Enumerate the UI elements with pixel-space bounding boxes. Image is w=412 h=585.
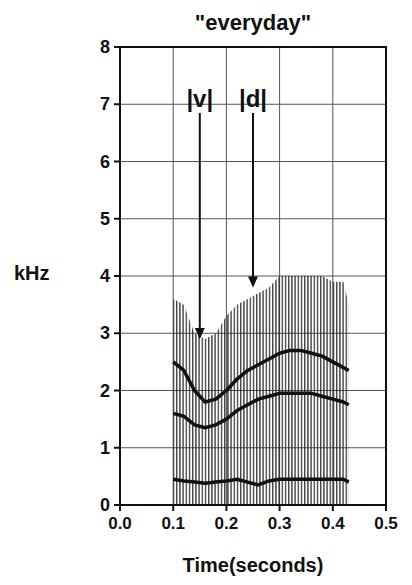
y-tick-label: 4 bbox=[100, 266, 110, 286]
y-tick bbox=[114, 504, 120, 506]
x-tick bbox=[225, 505, 227, 511]
annotation: |v| bbox=[186, 85, 213, 112]
y-tick bbox=[114, 275, 120, 277]
arrow-head bbox=[248, 276, 258, 287]
x-tick-label: 0.2 bbox=[215, 514, 239, 533]
x-tick bbox=[279, 505, 281, 511]
formant-line bbox=[173, 393, 349, 427]
y-tick-label: 6 bbox=[100, 152, 110, 172]
x-tick-label: 0.0 bbox=[108, 514, 132, 533]
annotation-arrow bbox=[252, 113, 254, 285]
x-tick bbox=[172, 505, 174, 511]
y-axis-title: kHz bbox=[14, 262, 50, 284]
x-tick bbox=[332, 505, 334, 511]
y-tick-label: 3 bbox=[100, 323, 110, 343]
y-tick bbox=[114, 390, 120, 392]
x-axis-title: Time(seconds) bbox=[183, 554, 324, 576]
x-tick-label: 0.3 bbox=[268, 514, 292, 533]
x-tick-label: 0.1 bbox=[161, 514, 185, 533]
y-tick bbox=[114, 161, 120, 163]
y-tick-label: 5 bbox=[100, 209, 110, 229]
y-tick bbox=[114, 46, 120, 48]
y-tick bbox=[114, 218, 120, 220]
arrow-head bbox=[195, 328, 205, 339]
y-tick bbox=[114, 103, 120, 105]
y-tick-label: 2 bbox=[100, 381, 110, 401]
formant-line bbox=[173, 350, 349, 402]
frame bbox=[120, 47, 386, 505]
y-tick bbox=[114, 332, 120, 334]
annotation: |d| bbox=[239, 85, 267, 112]
x-tick-label: 0.5 bbox=[374, 514, 398, 533]
y-tick-label: 1 bbox=[100, 438, 110, 458]
y-tick-label: 7 bbox=[100, 94, 110, 114]
x-tick-label: 0.4 bbox=[321, 514, 345, 533]
y-tick-label: 0 bbox=[100, 495, 110, 515]
annotation-arrow bbox=[199, 113, 201, 337]
formant-line bbox=[173, 479, 349, 485]
y-tick bbox=[114, 447, 120, 449]
x-tick bbox=[385, 505, 387, 511]
y-tick-label: 8 bbox=[100, 37, 110, 57]
title: "everyday" bbox=[195, 10, 311, 35]
